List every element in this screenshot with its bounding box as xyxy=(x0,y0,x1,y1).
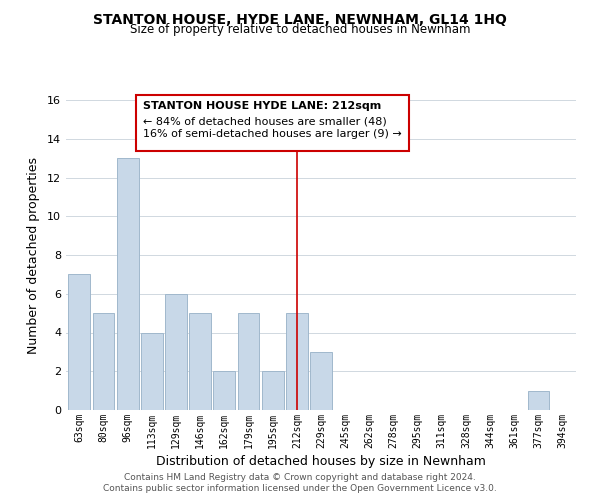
Bar xyxy=(286,313,308,410)
Bar xyxy=(238,313,259,410)
Y-axis label: Number of detached properties: Number of detached properties xyxy=(27,156,40,354)
Bar xyxy=(117,158,139,410)
Bar xyxy=(68,274,90,410)
Text: STANTON HOUSE HYDE LANE: 212sqm: STANTON HOUSE HYDE LANE: 212sqm xyxy=(143,101,382,111)
Text: 16% of semi-detached houses are larger (9) →: 16% of semi-detached houses are larger (… xyxy=(143,129,402,139)
Bar xyxy=(165,294,187,410)
Bar xyxy=(141,332,163,410)
Bar xyxy=(189,313,211,410)
Text: Size of property relative to detached houses in Newnham: Size of property relative to detached ho… xyxy=(130,24,470,36)
X-axis label: Distribution of detached houses by size in Newnham: Distribution of detached houses by size … xyxy=(156,455,486,468)
Bar xyxy=(92,313,115,410)
Bar xyxy=(527,390,550,410)
Text: STANTON HOUSE, HYDE LANE, NEWNHAM, GL14 1HQ: STANTON HOUSE, HYDE LANE, NEWNHAM, GL14 … xyxy=(93,12,507,26)
Text: Contains public sector information licensed under the Open Government Licence v3: Contains public sector information licen… xyxy=(103,484,497,493)
Text: Contains HM Land Registry data © Crown copyright and database right 2024.: Contains HM Land Registry data © Crown c… xyxy=(124,472,476,482)
Bar xyxy=(214,371,235,410)
Bar xyxy=(310,352,332,410)
Bar xyxy=(262,371,284,410)
Text: ← 84% of detached houses are smaller (48): ← 84% of detached houses are smaller (48… xyxy=(143,116,387,126)
